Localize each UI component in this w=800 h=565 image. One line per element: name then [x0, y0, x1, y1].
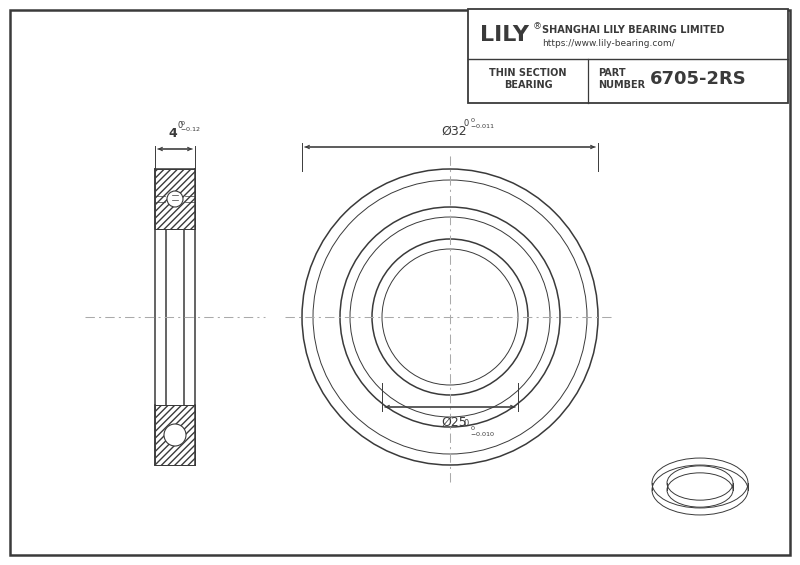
Text: 0: 0: [177, 121, 182, 130]
Bar: [155, 405, 195, 465]
Bar: [155, 169, 195, 229]
Text: SHANGHAI LILY BEARING LIMITED: SHANGHAI LILY BEARING LIMITED: [542, 25, 725, 35]
Text: ®: ®: [533, 23, 542, 32]
Text: 4: 4: [169, 127, 178, 140]
Bar: [468, 9, 788, 103]
Text: Ø32: Ø32: [441, 125, 467, 138]
Text: NUMBER: NUMBER: [598, 80, 645, 90]
Text: Ø25: Ø25: [441, 416, 467, 429]
Text: PART: PART: [598, 68, 626, 78]
Text: THIN SECTION: THIN SECTION: [490, 68, 566, 78]
Circle shape: [167, 191, 183, 207]
Text: $^{0}_{-0.12}$: $^{0}_{-0.12}$: [180, 119, 201, 134]
Text: https://www.lily-bearing.com/: https://www.lily-bearing.com/: [542, 38, 674, 47]
Bar: [155, 405, 195, 465]
Bar: [155, 169, 195, 229]
Text: 0: 0: [464, 119, 470, 128]
Text: 0: 0: [464, 419, 470, 428]
Text: LILY: LILY: [480, 25, 529, 45]
Text: 6705-2RS: 6705-2RS: [650, 70, 746, 88]
Text: $^{0}_{-0.010}$: $^{0}_{-0.010}$: [470, 424, 495, 439]
Text: BEARING: BEARING: [504, 80, 552, 90]
Text: $^{0}_{-0.011}$: $^{0}_{-0.011}$: [470, 116, 495, 131]
Circle shape: [164, 424, 186, 446]
